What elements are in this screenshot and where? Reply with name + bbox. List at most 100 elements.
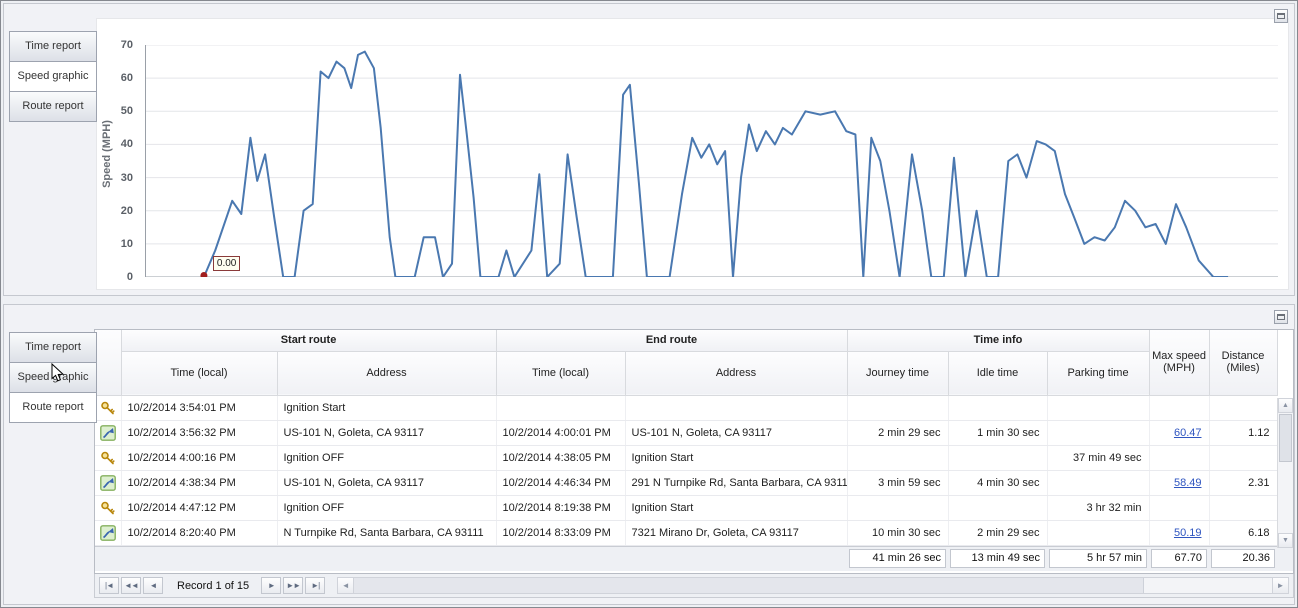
column-header-max-speed-mph-[interactable]: Max speed (MPH) bbox=[1149, 330, 1210, 396]
nav-next-button[interactable]: ► bbox=[261, 577, 282, 594]
column-header-time-local-[interactable]: Time (local) bbox=[121, 351, 278, 396]
column-header-journey-time[interactable]: Journey time bbox=[847, 351, 949, 396]
route-icon bbox=[99, 525, 116, 541]
key-icon-cell bbox=[95, 395, 122, 421]
route-icon-cell bbox=[95, 520, 122, 546]
route-report-grid: Start route End route Time info Max speed (… bbox=[94, 329, 1294, 574]
record-count-label: Record 1 of 15 bbox=[177, 579, 250, 592]
cell bbox=[1047, 520, 1150, 546]
cell: 50.19 bbox=[1149, 520, 1210, 546]
table-row[interactable]: 10/2/2014 4:00:16 PM Ignition OFF 10/2/201… bbox=[95, 445, 1277, 471]
table-row[interactable]: 10/2/2014 4:38:34 PM US-101 N, Goleta, CA… bbox=[95, 470, 1277, 496]
route-icon-cell bbox=[95, 420, 122, 446]
summary-cell: 67.70 bbox=[1149, 546, 1209, 571]
band-header-time-info: Time info bbox=[847, 330, 1150, 352]
cell bbox=[847, 395, 949, 421]
cell: 10/2/2014 8:19:38 PM bbox=[496, 495, 626, 521]
nav-next-page-button[interactable]: ►► bbox=[283, 577, 304, 594]
scroll-right-icon[interactable]: ► bbox=[1272, 578, 1288, 593]
cell: 10/2/2014 4:00:16 PM bbox=[121, 445, 278, 471]
cell: 10/2/2014 4:47:12 PM bbox=[121, 495, 278, 521]
table-row[interactable]: 10/2/2014 8:20:40 PM N Turnpike Rd, Santa… bbox=[95, 520, 1277, 546]
tab-route-report[interactable]: Route report bbox=[9, 392, 97, 423]
scroll-left-icon[interactable]: ◄ bbox=[338, 578, 355, 593]
cell: 10/2/2014 8:20:40 PM bbox=[121, 520, 278, 546]
table-row[interactable]: 10/2/2014 4:47:12 PM Ignition OFF 10/2/201… bbox=[95, 495, 1277, 521]
table-row[interactable]: 10/2/2014 3:54:01 PM Ignition Start bbox=[95, 395, 1277, 421]
grid-summary-footer: 41 min 26 sec 13 min 49 sec 5 hr 57 min 67.… bbox=[95, 545, 1293, 571]
cell bbox=[1149, 445, 1210, 471]
summary-parking-time: 5 hr 57 min bbox=[1049, 549, 1147, 568]
report-tabs-bottom: Time report Speed graphic Route report bbox=[9, 332, 97, 423]
report-tabs-top: Time report Speed graphic Route report bbox=[9, 31, 97, 122]
hscroll-track[interactable] bbox=[354, 578, 1272, 593]
column-header-time-local-[interactable]: Time (local) bbox=[496, 351, 626, 396]
collapse-bottom-panel-button[interactable] bbox=[1274, 310, 1288, 324]
cell: 58.49 bbox=[1149, 470, 1210, 496]
cell: Ignition Start bbox=[277, 395, 497, 421]
cell: 2 min 29 sec bbox=[948, 520, 1048, 546]
cell: Ignition OFF bbox=[277, 445, 497, 471]
column-header-parking-time[interactable]: Parking time bbox=[1047, 351, 1150, 396]
grid-horizontal-scrollbar[interactable]: ◄ ► bbox=[337, 577, 1289, 594]
cell: 10/2/2014 3:56:32 PM bbox=[121, 420, 278, 446]
scroll-down-icon[interactable]: ▼ bbox=[1278, 533, 1293, 548]
nav-last-button[interactable]: ►| bbox=[305, 577, 326, 594]
cell: US-101 N, Goleta, CA 93117 bbox=[277, 420, 497, 446]
summary-idle-time: 13 min 49 sec bbox=[950, 549, 1045, 568]
tab-time-report[interactable]: Time report bbox=[9, 31, 97, 62]
ignition-key-icon bbox=[100, 451, 115, 465]
vertical-scrollbar-thumb[interactable] bbox=[1279, 414, 1292, 462]
cell bbox=[1149, 395, 1210, 421]
cell bbox=[1047, 395, 1150, 421]
nav-first-button[interactable]: |◄ bbox=[99, 577, 119, 594]
y-tick-label: 50 bbox=[120, 105, 133, 118]
y-tick-label: 0 bbox=[126, 271, 133, 283]
tab-speed-graphic[interactable]: Speed graphic bbox=[9, 61, 97, 92]
nav-prev-button[interactable]: ◄ bbox=[143, 577, 163, 594]
grid-rows-viewport: 10/2/2014 3:54:01 PM Ignition Start 10/2/2… bbox=[95, 395, 1277, 546]
summary-row: 41 min 26 sec 13 min 49 sec 5 hr 57 min 67.… bbox=[95, 546, 1277, 571]
speed-chart: Speed (MPH) 0 10 20 30 40 50 60 70 0.00 bbox=[96, 18, 1289, 290]
y-tick-label: 40 bbox=[120, 138, 133, 151]
nav-prev-page-button[interactable]: ◄◄ bbox=[121, 577, 141, 594]
cell: 3 hr 32 min bbox=[1047, 495, 1150, 521]
cell bbox=[1209, 395, 1277, 421]
max-speed-link[interactable]: 60.47 bbox=[1173, 427, 1202, 439]
summary-empty-cell bbox=[121, 546, 277, 571]
cell bbox=[948, 395, 1048, 421]
cell: 3 min 59 sec bbox=[847, 470, 949, 496]
collapse-top-panel-button[interactable] bbox=[1274, 9, 1288, 23]
summary-empty-cell bbox=[95, 546, 121, 571]
max-speed-link[interactable]: 50.19 bbox=[1173, 527, 1202, 539]
cell: 4 min 30 sec bbox=[948, 470, 1048, 496]
cell: Ignition OFF bbox=[277, 495, 497, 521]
cell bbox=[948, 445, 1048, 471]
cell: 10/2/2014 3:54:01 PM bbox=[121, 395, 278, 421]
tab-time-report[interactable]: Time report bbox=[9, 332, 97, 363]
cell: 6.18 bbox=[1209, 520, 1277, 546]
column-header-address[interactable]: Address bbox=[625, 351, 848, 396]
band-header-start-route: Start route bbox=[121, 330, 497, 352]
cell: 60.47 bbox=[1149, 420, 1210, 446]
column-header-address[interactable]: Address bbox=[277, 351, 497, 396]
tab-route-report[interactable]: Route report bbox=[9, 91, 97, 122]
column-header-distance-miles-[interactable]: Distance (Miles) bbox=[1209, 330, 1278, 396]
route-report-panel: Time report Speed graphic Route report Sta… bbox=[3, 304, 1295, 605]
column-header-idle-time[interactable]: Idle time bbox=[948, 351, 1048, 396]
record-navigator: |◄ ◄◄ ◄ Record 1 of 15 ► ►► ►| ◄ ► bbox=[94, 574, 1294, 598]
summary-cell: 41 min 26 sec bbox=[847, 546, 948, 571]
horizontal-scrollbar-thumb[interactable] bbox=[354, 578, 1144, 593]
band-header-end-route: End route bbox=[496, 330, 848, 352]
max-speed-link[interactable]: 58.49 bbox=[1173, 477, 1202, 489]
summary-empty-cell bbox=[277, 546, 496, 571]
table-row[interactable]: 10/2/2014 3:56:32 PM US-101 N, Goleta, CA… bbox=[95, 420, 1277, 446]
summary-journey-time: 41 min 26 sec bbox=[849, 549, 946, 568]
route-icon bbox=[99, 475, 116, 491]
key-icon-cell bbox=[95, 495, 122, 521]
scroll-up-icon[interactable]: ▲ bbox=[1278, 398, 1293, 413]
grid-vertical-scrollbar[interactable]: ▲ ▼ bbox=[1277, 398, 1293, 548]
ignition-key-icon bbox=[100, 401, 115, 415]
summary-cell: 13 min 49 sec bbox=[948, 546, 1047, 571]
